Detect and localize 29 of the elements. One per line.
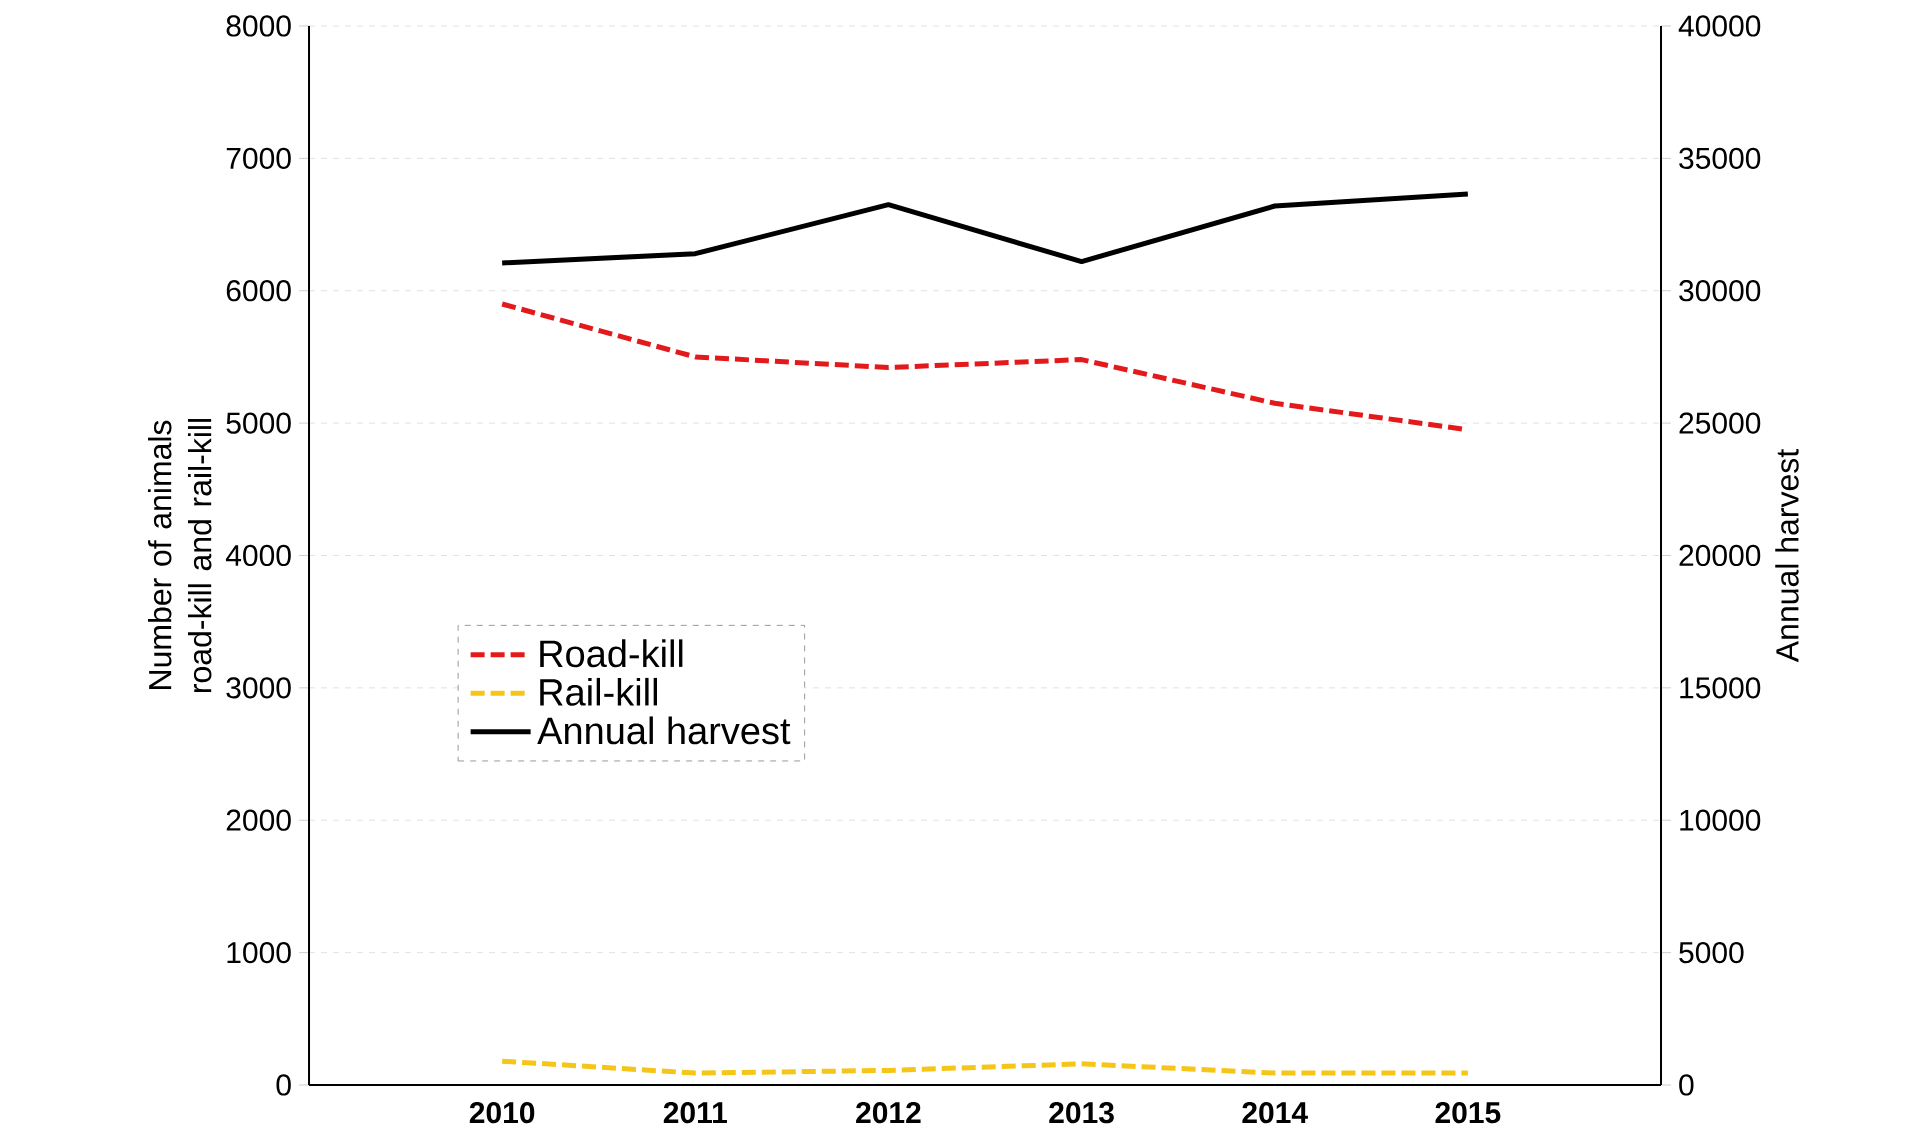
y2-axis-title: Annual harvest [1775,449,1799,663]
y-axis-title: Number of animals road-kill and rail-kill [147,419,212,693]
legend-label: Rail-kill [540,677,657,706]
x-tick-label: 2010 [469,1102,535,1124]
x-tick-label: 2012 [856,1102,921,1124]
y2-tick-label: 5000 [1679,941,1744,964]
x-tick-label: 2015 [1435,1102,1501,1124]
y-tick-label: 8000 [226,15,291,37]
y2-tick-label: 25000 [1679,412,1761,434]
y2-tick-label: 40000 [1678,15,1761,37]
y-tick-label: 1000 [227,941,291,964]
y-tick-label: 5000 [226,412,291,434]
y-tick-label: 3000 [226,677,291,699]
y2-tick-label: 10000 [1680,809,1761,831]
legend-label: Annual harvest [537,716,791,745]
y-tick-label: 0 [276,1074,291,1096]
x-tick-label: 2014 [1242,1102,1308,1124]
y2-tick-label: 35000 [1679,147,1761,169]
y2-tick-label: 20000 [1679,544,1761,567]
y-tick-label: 7000 [226,147,291,169]
y2-tick-label: 15000 [1680,677,1761,699]
y2-tick-label: 0 [1679,1074,1694,1096]
y2-tick-label: 30000 [1679,280,1761,302]
y-tick-label: 2000 [226,809,291,831]
x-tick-label: 2011 [663,1102,727,1124]
x-tick-label: 2013 [1049,1102,1114,1124]
y-tick-label: 6000 [226,280,291,302]
legend-label: Road-kill [540,639,683,668]
y-tick-label: 4000 [225,544,291,567]
